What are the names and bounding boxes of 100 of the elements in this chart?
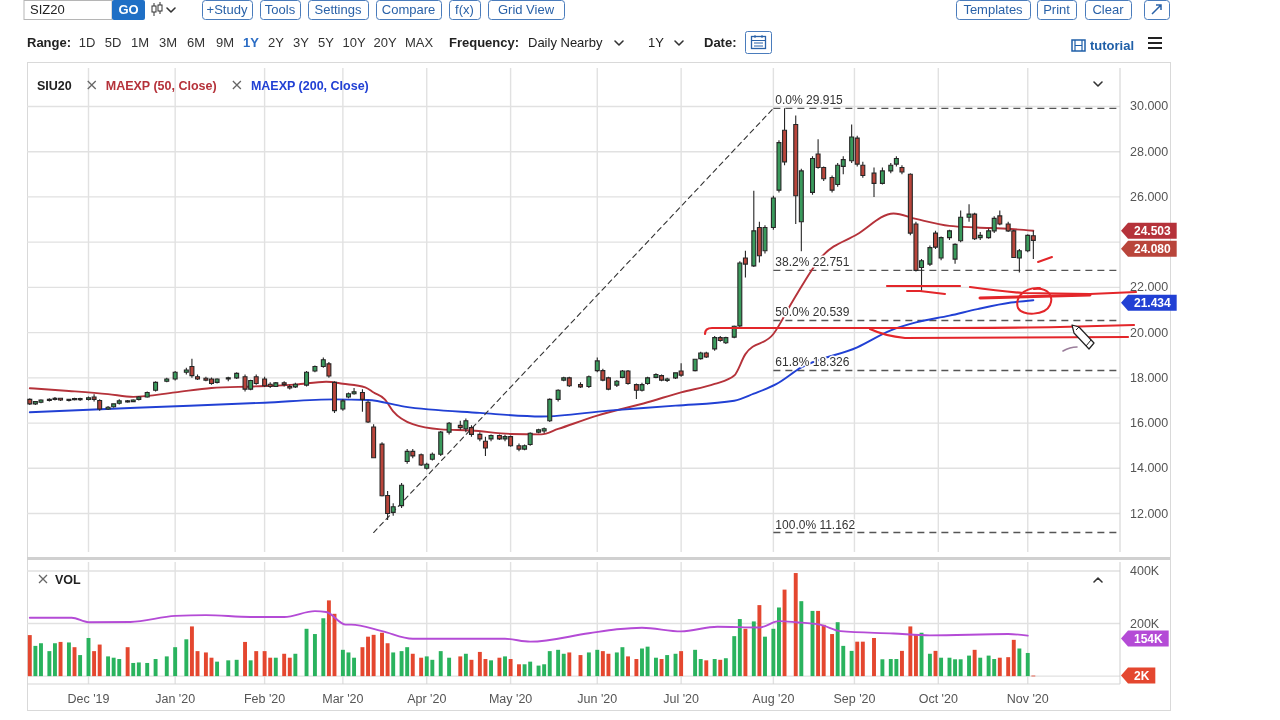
y-tick-label: 16.000 <box>1130 416 1169 431</box>
button: Settings <box>308 0 369 20</box>
candlestick <box>488 433 494 442</box>
candlestick <box>195 373 201 381</box>
bar <box>757 605 762 677</box>
text: Range: <box>27 34 72 50</box>
bar <box>1011 639 1016 677</box>
candlestick <box>879 166 885 186</box>
bar <box>908 626 913 677</box>
ref-line-label: 61.8% 18.326 <box>775 355 850 370</box>
button: Print <box>1037 0 1077 20</box>
candlestick <box>97 398 103 412</box>
candlestick <box>371 423 377 459</box>
bar <box>743 628 748 677</box>
text: 2Y <box>268 34 285 50</box>
bar <box>698 659 703 677</box>
bar <box>640 648 644 677</box>
x-tick-label: Mar '20 <box>322 692 364 706</box>
bar <box>927 653 932 677</box>
candlestick <box>144 390 150 399</box>
bar <box>463 653 468 677</box>
bar <box>547 651 552 677</box>
text: 1Y <box>648 34 665 50</box>
candlestick <box>952 242 958 265</box>
candlestick <box>692 358 698 373</box>
text: 3Y <box>293 34 310 50</box>
text: 1D <box>78 34 96 50</box>
bar <box>1017 648 1022 677</box>
bar <box>771 628 776 677</box>
bar <box>282 653 287 677</box>
bar <box>679 651 684 677</box>
bar <box>173 647 178 677</box>
candlestick <box>958 209 964 243</box>
candlestick <box>555 388 561 403</box>
bar <box>234 659 239 677</box>
bar <box>33 645 38 677</box>
text: Daily Nearby <box>528 34 603 50</box>
button: f(x) <box>449 0 481 20</box>
button: +Study <box>202 0 253 20</box>
bar <box>366 636 370 677</box>
bar <box>352 657 357 677</box>
y-tick-label: 20.000 <box>1130 325 1169 340</box>
bar <box>371 634 376 677</box>
ref-line-label: 100.0% 11.162 <box>775 517 856 532</box>
bar <box>799 601 804 677</box>
text: SIU20 <box>37 78 72 93</box>
bar <box>665 655 670 677</box>
bar <box>718 659 723 677</box>
bar <box>53 643 57 677</box>
bar <box>561 653 566 677</box>
ref-line-label: 0.0% 29.915 <box>775 93 844 108</box>
text: VOL <box>55 572 82 587</box>
bar <box>47 651 52 677</box>
button: Templates <box>956 0 1031 20</box>
y-tick-label: 200K <box>1130 616 1160 631</box>
bar <box>654 657 658 677</box>
bar <box>419 657 424 677</box>
candlestick <box>871 166 877 198</box>
bar <box>782 589 787 677</box>
bar <box>763 636 767 677</box>
candlestick <box>645 376 651 386</box>
candlestick <box>527 431 533 447</box>
candlestick <box>586 375 592 389</box>
bar <box>1006 657 1011 677</box>
bar <box>273 657 278 677</box>
button: Compare <box>376 0 442 20</box>
y-tick-label: 12.000 <box>1130 506 1169 521</box>
text: 1Y <box>243 34 260 50</box>
bar <box>39 643 43 677</box>
y-tick-label: 22.000 <box>1130 280 1169 295</box>
candlestick <box>577 381 583 389</box>
bar <box>1025 652 1030 677</box>
bar <box>66 642 71 677</box>
bar <box>967 655 972 677</box>
x-tick-label: May '20 <box>488 692 533 706</box>
bar <box>131 662 136 677</box>
bar <box>153 659 158 677</box>
bar <box>189 626 194 677</box>
bar <box>58 641 63 677</box>
candlestick <box>614 379 620 388</box>
candlestick <box>164 377 170 383</box>
bar <box>326 600 331 677</box>
candlestick <box>312 364 318 373</box>
bar <box>626 656 630 677</box>
text: MAX <box>404 34 434 50</box>
candlestick <box>429 451 435 461</box>
candlestick <box>331 380 337 414</box>
bar <box>595 649 600 677</box>
bar <box>816 610 821 677</box>
y-tick-label: 14.000 <box>1130 461 1169 476</box>
candlestick <box>477 431 483 442</box>
text: Date: <box>704 34 737 50</box>
x-tick-label: Oct '20 <box>918 692 958 706</box>
bar <box>712 659 717 677</box>
bar <box>489 660 493 677</box>
text: MAEXP (50, Close) <box>105 78 217 93</box>
candlestick <box>225 376 231 382</box>
x-tick-label: Apr '20 <box>407 692 447 706</box>
bar <box>704 660 709 677</box>
text-field: SIZ20 <box>23 0 113 20</box>
